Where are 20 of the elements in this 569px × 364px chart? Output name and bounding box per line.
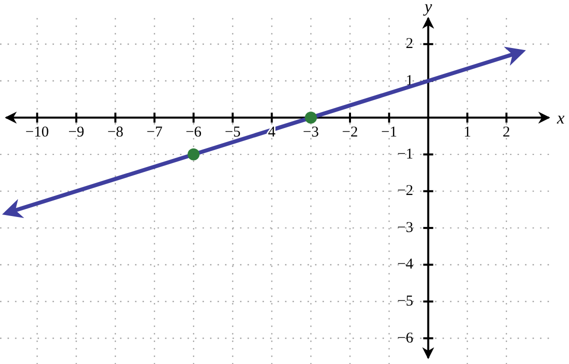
x-tick-label: −7 bbox=[146, 124, 163, 141]
x-tick-label: −3 bbox=[302, 124, 319, 141]
y-tick-label: −1 bbox=[397, 146, 414, 162]
y-tick-label: −6 bbox=[397, 330, 414, 346]
x-tick-label: 1 bbox=[464, 124, 472, 141]
y-tick-label: −2 bbox=[397, 183, 414, 200]
x-tick-label: −1 bbox=[381, 124, 398, 141]
y-axis-title: y bbox=[422, 0, 432, 16]
y-tick-label: −5 bbox=[397, 293, 414, 310]
x-tick-label: −9 bbox=[68, 124, 84, 141]
x-tick-label: 2 bbox=[502, 124, 510, 141]
x-tick-label: −6 bbox=[186, 124, 202, 141]
x-tick-label: −10 bbox=[25, 124, 49, 141]
x-tick-label: −5 bbox=[224, 124, 241, 141]
x-tick-label: −2 bbox=[342, 124, 358, 141]
y-tick-label: 2 bbox=[406, 36, 414, 52]
x-axis-title: x bbox=[556, 108, 565, 128]
y-tick-label: −4 bbox=[397, 256, 414, 273]
x-tick-label: −8 bbox=[107, 124, 124, 141]
y-tick-label: −3 bbox=[397, 220, 414, 236]
